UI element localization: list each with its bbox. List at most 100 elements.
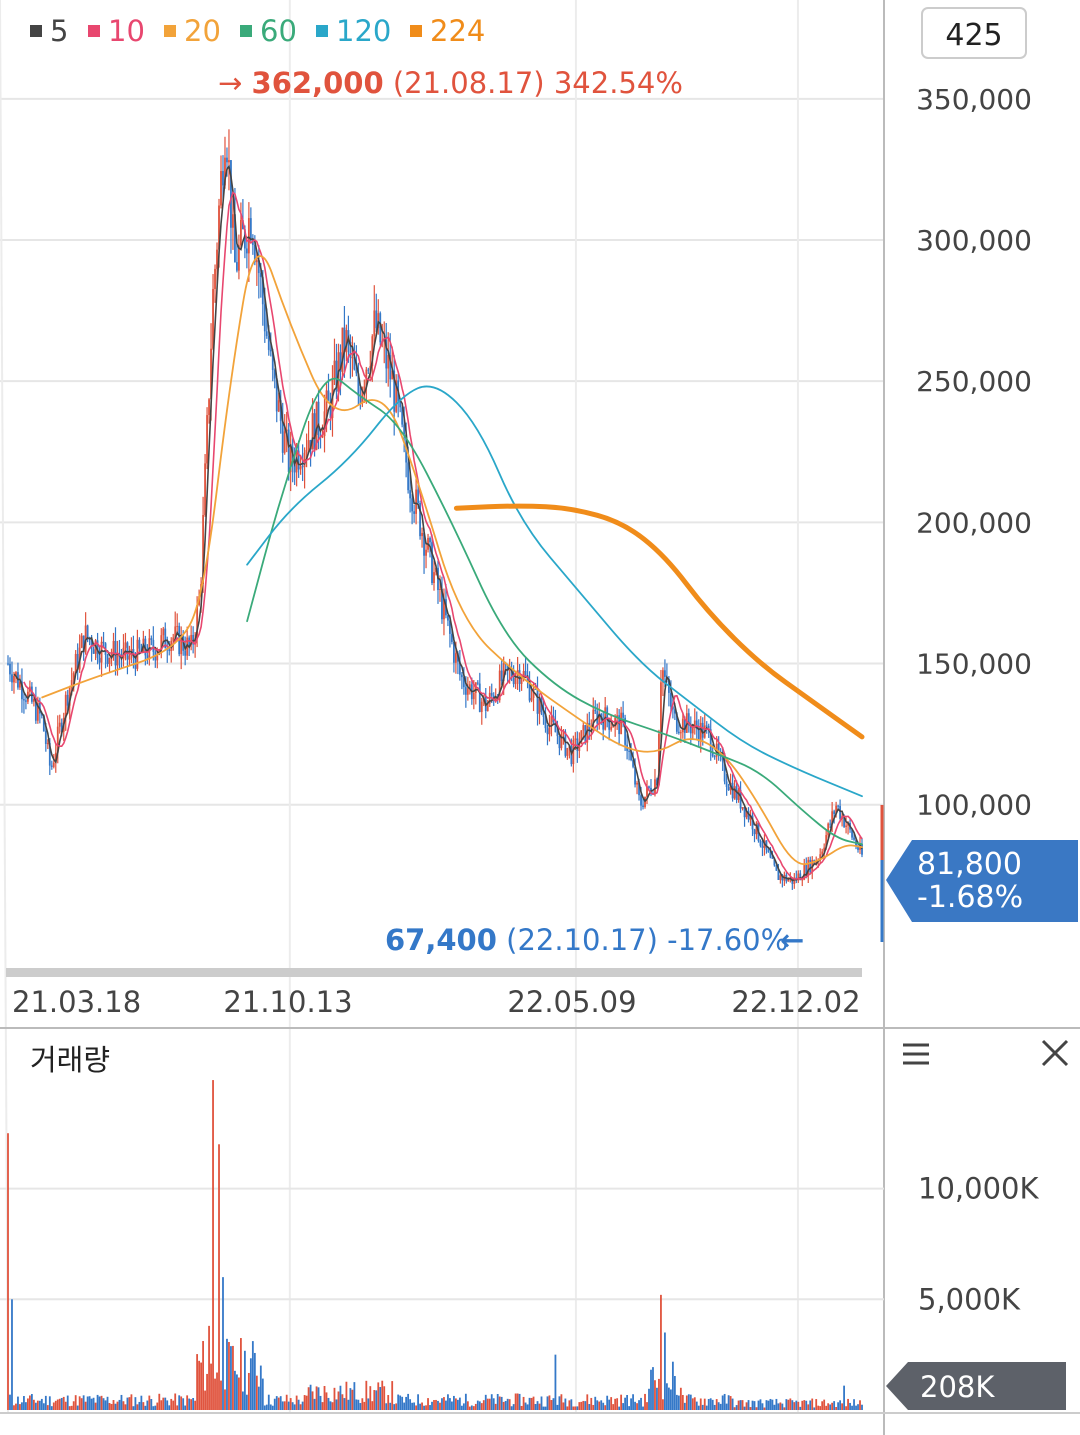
- candle-body: [805, 864, 808, 876]
- volume-bar: [337, 1391, 340, 1410]
- candle-body: [389, 355, 392, 380]
- candle-body: [634, 766, 636, 785]
- volume-bar: [474, 1403, 477, 1410]
- volume-bar: [431, 1401, 433, 1410]
- volume-bar: [544, 1406, 547, 1410]
- volume-bar: [124, 1404, 127, 1410]
- volume-bar: [837, 1402, 840, 1410]
- volume-bar: [536, 1401, 539, 1410]
- volume-bar: [174, 1393, 177, 1410]
- volume-bar: [492, 1398, 495, 1410]
- candle-body: [72, 673, 75, 681]
- candle-body: [92, 649, 95, 654]
- legend-label: 10: [108, 14, 145, 48]
- volume-bar: [180, 1396, 183, 1410]
- volume-bar: [283, 1401, 286, 1410]
- volume-bar: [851, 1405, 853, 1410]
- volume-bar: [478, 1401, 481, 1410]
- candle-body: [204, 463, 206, 515]
- volume-bar: [92, 1397, 95, 1410]
- candle-body: [550, 716, 553, 726]
- volume-bar: [80, 1398, 83, 1410]
- volume-bar: [835, 1406, 838, 1410]
- volume-bar: [715, 1399, 718, 1410]
- candle-body: [21, 681, 23, 700]
- candle-body: [245, 248, 248, 254]
- volume-bar: [411, 1402, 414, 1410]
- ma-legend[interactable]: 5 10 20 60 120 224: [30, 14, 485, 48]
- candle-body: [460, 674, 463, 678]
- candle-body: [518, 670, 521, 684]
- volume-bar: [102, 1398, 105, 1410]
- volume-bar: [136, 1404, 139, 1410]
- candle-body: [488, 692, 491, 704]
- close-icon[interactable]: [1041, 1039, 1069, 1067]
- candle-body: [202, 514, 204, 585]
- volume-bar: [755, 1407, 758, 1410]
- volume-bar: [409, 1399, 412, 1410]
- candle-body: [44, 731, 47, 744]
- volume-bar: [25, 1402, 27, 1410]
- volume-bar: [472, 1406, 475, 1410]
- volume-bar: [504, 1400, 507, 1410]
- candle-body: [70, 680, 73, 688]
- volume-bar: [807, 1404, 810, 1410]
- candle-body: [421, 532, 423, 537]
- volume-bar: [7, 1133, 9, 1410]
- candle-body: [371, 336, 374, 367]
- volume-bar: [52, 1402, 55, 1410]
- candle-body: [275, 378, 278, 412]
- candle-body: [490, 692, 493, 696]
- menu-icon[interactable]: [903, 1043, 929, 1065]
- candle-body: [673, 709, 676, 714]
- candle-body: [861, 844, 863, 855]
- period-box[interactable]: 425: [921, 7, 1027, 59]
- volume-bar: [32, 1399, 35, 1410]
- current-price-value: 81,800: [917, 847, 1022, 882]
- price-axis-labels: 350,000 300,000 250,000 200,000 150,000 100,0…: [916, 83, 1032, 822]
- volume-bar: [245, 1394, 248, 1410]
- volume-bar: [255, 1375, 258, 1410]
- candle-body: [731, 782, 734, 799]
- candle-body: [84, 625, 87, 653]
- candle-body: [222, 171, 224, 186]
- volume-bar: [148, 1395, 151, 1410]
- volume-bar: [683, 1402, 686, 1410]
- candle-body: [317, 401, 320, 435]
- candle-body: [799, 873, 802, 881]
- volume-bar: [154, 1405, 157, 1410]
- candle-body: [383, 339, 386, 341]
- volume-bar: [801, 1400, 804, 1410]
- candle-body: [687, 713, 690, 726]
- candle-body: [821, 851, 824, 855]
- candle-body: [228, 160, 230, 163]
- volume-bar: [126, 1397, 129, 1410]
- volume-bar: [98, 1396, 101, 1410]
- volume-bar: [705, 1405, 708, 1410]
- volume-bar: [369, 1386, 372, 1410]
- candle-body: [751, 815, 754, 830]
- volume-bar: [17, 1396, 19, 1410]
- candle-body: [735, 786, 738, 800]
- volume-bar: [789, 1398, 792, 1410]
- candle-body: [433, 572, 435, 584]
- volume-bar: [405, 1396, 408, 1410]
- candle-body: [705, 725, 708, 727]
- candle-body: [669, 692, 672, 707]
- candle-body: [305, 449, 308, 453]
- volume-bar: [82, 1395, 85, 1410]
- volume-bar: [793, 1402, 796, 1410]
- candle-body: [733, 786, 736, 799]
- volume-bar: [34, 1402, 37, 1410]
- volume-bar: [383, 1386, 386, 1410]
- volume-title: 거래량: [30, 1043, 110, 1077]
- volume-bar: [307, 1387, 310, 1410]
- horizontal-scrollbar[interactable]: [6, 968, 862, 977]
- candle-body: [536, 688, 539, 714]
- candle-body: [80, 635, 83, 648]
- candle-body: [218, 205, 220, 250]
- candle-body: [753, 829, 756, 835]
- volume-bar: [644, 1393, 646, 1410]
- volume-bar: [9, 1394, 11, 1410]
- volume-bar: [741, 1400, 744, 1410]
